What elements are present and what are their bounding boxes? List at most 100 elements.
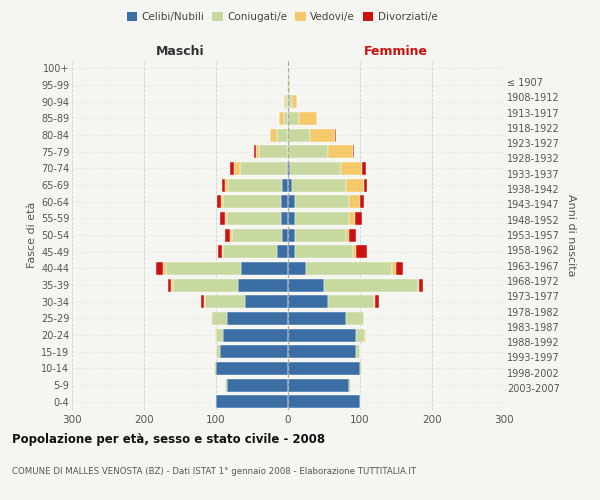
Text: Popolazione per età, sesso e stato civile - 2008: Popolazione per età, sesso e stato civil… xyxy=(12,432,325,446)
Bar xyxy=(290,162,341,175)
Bar xyxy=(288,262,306,275)
Bar xyxy=(173,278,238,291)
Bar xyxy=(284,95,286,108)
Bar xyxy=(234,162,240,175)
Bar xyxy=(289,78,290,92)
Bar xyxy=(230,228,232,241)
Bar xyxy=(227,212,281,225)
Bar xyxy=(254,145,256,158)
Bar xyxy=(310,128,335,141)
Bar xyxy=(375,295,379,308)
Bar xyxy=(284,112,288,125)
Bar xyxy=(227,312,288,325)
Bar xyxy=(328,295,374,308)
Bar xyxy=(364,178,367,192)
Bar xyxy=(328,145,353,158)
Bar xyxy=(281,212,288,225)
Bar xyxy=(288,195,295,208)
Bar xyxy=(306,262,392,275)
Bar xyxy=(216,345,220,358)
Bar xyxy=(288,245,295,258)
Bar xyxy=(216,362,288,375)
Bar xyxy=(241,262,288,275)
Bar xyxy=(228,178,282,192)
Bar xyxy=(346,178,364,192)
Bar xyxy=(288,212,295,225)
Bar xyxy=(212,312,227,325)
Bar xyxy=(223,178,224,192)
Bar xyxy=(355,212,362,225)
Bar xyxy=(288,95,292,108)
Bar xyxy=(288,112,299,125)
Bar xyxy=(346,312,364,325)
Bar xyxy=(163,262,166,275)
Bar xyxy=(277,245,288,258)
Bar xyxy=(223,328,288,342)
Bar xyxy=(349,195,360,208)
Bar xyxy=(287,162,288,175)
Bar xyxy=(288,312,346,325)
Bar xyxy=(256,145,259,158)
Bar xyxy=(224,228,230,241)
Text: Maschi: Maschi xyxy=(155,44,205,58)
Bar xyxy=(215,328,216,342)
Bar xyxy=(201,295,205,308)
Bar xyxy=(353,245,356,258)
Bar xyxy=(353,145,354,158)
Bar xyxy=(288,228,295,241)
Bar xyxy=(214,362,216,375)
Bar xyxy=(282,228,288,241)
Bar xyxy=(292,178,346,192)
Bar xyxy=(216,328,223,342)
Bar xyxy=(220,212,226,225)
Y-axis label: Anni di nascita: Anni di nascita xyxy=(566,194,577,276)
Bar xyxy=(226,212,227,225)
Bar xyxy=(224,178,228,192)
Bar xyxy=(288,128,310,141)
Bar xyxy=(282,178,288,192)
Bar xyxy=(396,262,403,275)
Bar xyxy=(232,228,282,241)
Bar xyxy=(324,278,418,291)
Text: Femmine: Femmine xyxy=(364,44,428,58)
Bar xyxy=(288,295,328,308)
Bar xyxy=(335,128,336,141)
Bar xyxy=(288,78,289,92)
Bar xyxy=(295,228,346,241)
Bar xyxy=(288,378,349,392)
Bar xyxy=(218,245,222,258)
Bar xyxy=(222,245,223,258)
Bar xyxy=(278,112,284,125)
Text: COMUNE DI MALLES VENOSTA (BZ) - Dati ISTAT 1° gennaio 2008 - Elaborazione TUTTIT: COMUNE DI MALLES VENOSTA (BZ) - Dati IST… xyxy=(12,468,416,476)
Bar xyxy=(166,262,241,275)
Bar xyxy=(245,295,288,308)
Bar xyxy=(288,395,360,408)
Bar xyxy=(295,245,353,258)
Bar xyxy=(270,128,277,141)
Bar xyxy=(288,278,324,291)
Bar xyxy=(259,145,288,158)
Bar xyxy=(156,262,163,275)
Legend: Celibi/Nubili, Coniugati/e, Vedovi/e, Divorziati/e: Celibi/Nubili, Coniugati/e, Vedovi/e, Di… xyxy=(122,8,442,26)
Bar xyxy=(349,378,350,392)
Bar xyxy=(226,378,227,392)
Bar xyxy=(238,278,288,291)
Bar xyxy=(360,362,362,375)
Bar xyxy=(286,95,288,108)
Bar xyxy=(227,378,288,392)
Bar xyxy=(295,195,349,208)
Bar xyxy=(288,345,356,358)
Bar xyxy=(295,212,349,225)
Bar xyxy=(419,278,422,291)
Bar xyxy=(360,195,364,208)
Bar xyxy=(221,195,223,208)
Bar xyxy=(349,228,356,241)
Bar xyxy=(205,295,245,308)
Bar xyxy=(277,128,288,141)
Bar xyxy=(223,195,281,208)
Bar xyxy=(349,212,355,225)
Bar xyxy=(223,245,277,258)
Bar xyxy=(360,395,361,408)
Bar xyxy=(392,262,396,275)
Bar xyxy=(356,328,365,342)
